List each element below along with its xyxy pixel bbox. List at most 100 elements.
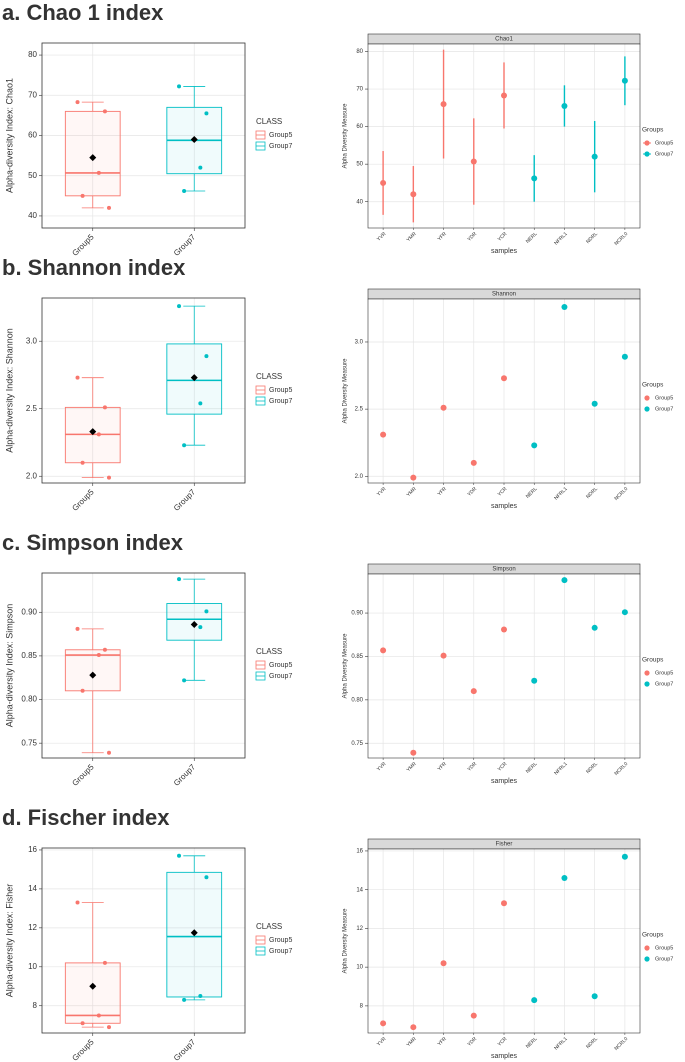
y-tick-label: 14 bbox=[356, 887, 363, 893]
point bbox=[204, 111, 209, 116]
x-tick-label: YFR bbox=[437, 231, 449, 243]
legend-key bbox=[644, 151, 650, 157]
x-tick-label: NFRL1 bbox=[553, 1036, 569, 1052]
x-tick-label: Group5 bbox=[70, 1037, 96, 1062]
point bbox=[380, 179, 387, 186]
y-tick-label: 2.5 bbox=[26, 404, 38, 413]
point bbox=[80, 1021, 85, 1026]
strip-label: Fisher bbox=[496, 842, 513, 848]
x-tick-label: NCRL0 bbox=[613, 231, 629, 247]
x-axis-label: samples bbox=[491, 248, 518, 255]
legend-key bbox=[644, 956, 650, 962]
point bbox=[75, 626, 80, 631]
y-tick-label: 70 bbox=[356, 87, 363, 93]
point bbox=[561, 102, 568, 109]
x-tick-label: NCRL0 bbox=[613, 761, 629, 777]
x-tick-label: YCR bbox=[497, 231, 509, 243]
legend-label: Group7 bbox=[655, 681, 673, 687]
x-tick-label: YMR bbox=[406, 231, 418, 243]
x-tick-label: NDRL bbox=[585, 231, 599, 245]
point bbox=[177, 853, 182, 858]
legend-label: Group7 bbox=[655, 956, 673, 962]
point bbox=[106, 750, 111, 755]
x-tick-label: NFRL1 bbox=[553, 761, 569, 777]
legend-label: Group5 bbox=[655, 945, 673, 951]
x-tick-label: NDRL bbox=[585, 486, 599, 500]
point bbox=[177, 84, 182, 89]
point bbox=[501, 375, 507, 382]
point bbox=[198, 401, 203, 406]
legend-key bbox=[644, 395, 650, 401]
point bbox=[501, 900, 507, 907]
mean bbox=[89, 428, 97, 436]
point bbox=[470, 688, 477, 695]
point bbox=[198, 625, 203, 630]
point bbox=[96, 1013, 101, 1018]
point bbox=[531, 997, 538, 1004]
point bbox=[440, 652, 447, 659]
strip-label: Chao1 bbox=[495, 37, 513, 43]
point bbox=[440, 404, 447, 411]
panel-heading: c. Simpson index bbox=[2, 530, 184, 555]
y-axis-label: Alpha-diversity Index: Shannon bbox=[4, 328, 14, 453]
x-tick-label: NDRL bbox=[585, 1036, 599, 1050]
y-tick-label: 0.75 bbox=[351, 741, 363, 747]
point bbox=[410, 191, 417, 198]
mean bbox=[190, 374, 198, 382]
point bbox=[591, 624, 598, 631]
legend-title: CLASS bbox=[256, 117, 282, 126]
x-tick-label: YMR bbox=[406, 1036, 418, 1048]
y-axis-label: Alpha-diversity Index: Fisher bbox=[4, 884, 14, 998]
plot-border bbox=[41, 42, 246, 229]
x-axis-label: samples bbox=[491, 778, 518, 785]
y-tick-label: 0.90 bbox=[351, 611, 363, 617]
point bbox=[501, 92, 507, 99]
legend-label: Group5 bbox=[655, 140, 673, 146]
legend-label: Group5 bbox=[655, 670, 673, 676]
point bbox=[182, 189, 187, 193]
x-tick-label: YDR bbox=[466, 231, 478, 243]
point bbox=[621, 77, 628, 84]
x-tick-label: NERL bbox=[525, 1036, 539, 1050]
x-tick-label: YDR bbox=[466, 761, 478, 773]
strip-label: Simpson bbox=[492, 567, 515, 573]
legend-label: Group5 bbox=[269, 662, 292, 669]
legend-title: Groups bbox=[642, 127, 664, 134]
legend-title: Groups bbox=[642, 932, 664, 939]
point bbox=[531, 677, 538, 684]
point bbox=[621, 853, 628, 860]
panel-heading: d. Fischer index bbox=[2, 805, 170, 830]
legend-key bbox=[644, 670, 650, 676]
mean bbox=[190, 620, 198, 628]
y-axis-label: Alpha Diversity Measure bbox=[343, 633, 349, 699]
y-tick-label: 8 bbox=[33, 1001, 38, 1010]
point bbox=[561, 875, 568, 882]
y-tick-label: 60 bbox=[28, 131, 37, 140]
point bbox=[380, 1020, 387, 1027]
legend-title: Groups bbox=[642, 657, 664, 664]
mean bbox=[89, 671, 97, 679]
x-tick-label: NCRL0 bbox=[613, 1036, 629, 1052]
plot-background bbox=[42, 298, 245, 483]
x-tick-label: Group5 bbox=[70, 487, 96, 513]
y-tick-label: 2.0 bbox=[355, 474, 364, 480]
point bbox=[531, 175, 538, 182]
legend-title: CLASS bbox=[256, 922, 282, 931]
legend-label: Group7 bbox=[655, 151, 673, 157]
point bbox=[561, 577, 568, 584]
y-axis-label: Alpha Diversity Measure bbox=[343, 908, 349, 974]
legend-label: Group7 bbox=[269, 143, 292, 150]
point bbox=[591, 400, 598, 407]
y-axis-label: Alpha-diversity Index: Chao1 bbox=[4, 78, 14, 193]
point bbox=[410, 474, 417, 481]
x-tick-label: YFR bbox=[437, 486, 449, 498]
point bbox=[96, 653, 101, 658]
point bbox=[470, 158, 477, 165]
point bbox=[204, 609, 209, 614]
point bbox=[182, 443, 187, 448]
point bbox=[80, 460, 85, 465]
x-tick-label: NERL bbox=[525, 761, 539, 775]
y-axis-label: Alpha Diversity Measure bbox=[343, 358, 349, 424]
legend-title: CLASS bbox=[256, 372, 282, 381]
